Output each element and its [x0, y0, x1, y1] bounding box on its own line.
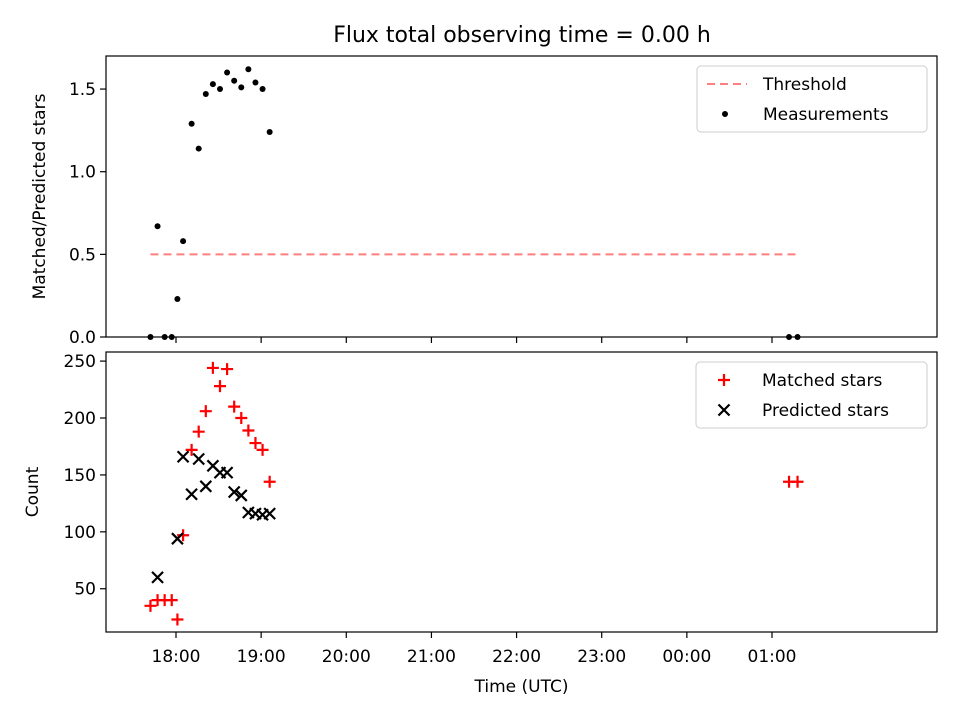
x-tick-label: 18:00	[152, 647, 201, 667]
matched-star-point	[199, 405, 212, 418]
measurement-point	[188, 120, 195, 127]
measurement-point	[252, 79, 259, 86]
matched-star-point	[144, 599, 157, 612]
matched-star-point	[177, 529, 190, 542]
predicted-star-point	[199, 480, 213, 493]
legend: Matched stars Predicted stars	[695, 361, 928, 429]
measurement-point	[202, 91, 209, 98]
matched-star-point	[791, 475, 804, 488]
x-tick-label: 00:00	[662, 647, 711, 667]
predicted-star-point	[263, 507, 276, 520]
measurement-point	[216, 86, 223, 93]
predicted-star-point	[234, 489, 248, 502]
x-tick-label: 19:00	[237, 647, 286, 667]
legend-label: Predicted stars	[762, 401, 889, 421]
measurement-point	[224, 69, 231, 76]
predicted-star-point	[151, 571, 164, 584]
y-tick-label: 50	[74, 580, 96, 600]
matched-star-point	[256, 443, 269, 456]
y-tick-label: 100	[64, 523, 96, 543]
predicted-star-point	[220, 466, 234, 479]
legend-box	[695, 361, 928, 429]
y-tick-label: 150	[64, 466, 96, 486]
measurement-point	[195, 145, 202, 152]
matched-star-point	[221, 363, 234, 376]
matched-star-point	[228, 400, 241, 413]
matched-star-point	[263, 475, 276, 488]
matched-star-point	[242, 424, 255, 437]
x-axis-label: Time (UTC)	[474, 677, 569, 697]
y-tick-label: 1.5	[69, 80, 96, 100]
top-axes: 0.0 0.5 1.0 1.5 Matched/Predicted stars Thres…	[30, 55, 938, 348]
legend-matched-swatch	[718, 374, 730, 386]
matched-star-point	[206, 361, 219, 374]
legend-predicted-swatch	[717, 403, 731, 417]
measurement-point	[147, 334, 154, 340]
legend-box	[696, 65, 928, 133]
predicted-star-point	[227, 485, 241, 499]
measurement-point	[174, 295, 181, 302]
y-tick-label: 0.0	[69, 328, 96, 348]
measurement-point	[786, 334, 793, 340]
matched-star-point	[249, 437, 262, 450]
axes-frame	[105, 55, 938, 338]
y-tick-label: 0.5	[69, 245, 96, 265]
x-tick-label: 22:00	[492, 647, 541, 667]
axes-frame	[105, 351, 938, 633]
legend-measurement-swatch	[722, 111, 728, 117]
matched-star-point	[185, 443, 198, 456]
x-tick-label: 20:00	[322, 647, 371, 667]
measurement-point	[209, 81, 216, 88]
matched-star-point	[235, 412, 248, 425]
predicted-star-point	[185, 487, 198, 501]
chart-title: Flux total observing time = 0.00 h	[333, 23, 711, 48]
legend-label: Measurements	[763, 105, 889, 125]
legend: Threshold Measurements	[696, 65, 928, 133]
measurement-point	[231, 77, 238, 84]
measurement-point	[161, 334, 168, 340]
x-tick-label: 21:00	[407, 647, 456, 667]
predicted-star-point	[171, 532, 184, 545]
y-axis-label: Count	[23, 466, 43, 517]
measurement-point	[154, 223, 161, 230]
y-tick-label: 200	[64, 409, 96, 429]
x-tick-label: 23:00	[577, 647, 626, 667]
measurement-point	[794, 334, 801, 340]
matched-star-point	[192, 425, 205, 438]
measurement-point	[245, 66, 252, 73]
matched-star-point	[165, 594, 178, 607]
legend-label: Matched stars	[762, 371, 882, 391]
y-axis-label: Matched/Predicted stars	[30, 93, 50, 299]
measurement-point	[180, 238, 187, 245]
y-tick-label: 1.0	[69, 163, 96, 183]
legend-label: Threshold	[762, 75, 847, 95]
y-tick-label: 250	[64, 352, 96, 372]
predicted-star-point	[192, 452, 205, 466]
measurement-point	[238, 84, 245, 91]
matched-star-point	[213, 380, 226, 393]
x-tick-label: 01:00	[748, 647, 797, 667]
measurement-point	[266, 129, 273, 136]
measurement-point	[259, 86, 266, 93]
bottom-axes: 50 100 150 200 250 18:00 19:00 20:00 21:00 22:00 2…	[23, 351, 938, 697]
predicted-star-point	[176, 450, 190, 463]
matched-star-point	[171, 613, 184, 626]
measurement-point	[168, 334, 175, 340]
